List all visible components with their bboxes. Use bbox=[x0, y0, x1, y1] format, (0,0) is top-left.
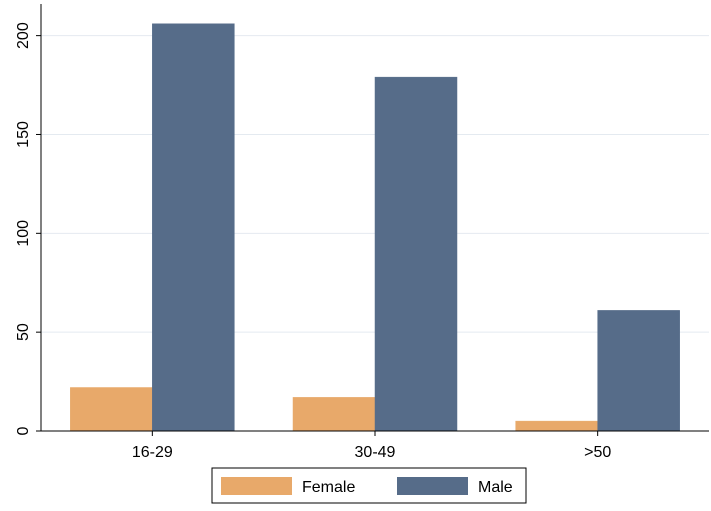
legend-swatch-male bbox=[397, 477, 468, 495]
bar-male-2 bbox=[597, 310, 680, 432]
y-tick-label-100: 100 bbox=[15, 220, 32, 247]
legend-label-female: Female bbox=[302, 479, 355, 496]
bar-male-1 bbox=[374, 76, 458, 432]
x-tick-label-0: 16-29 bbox=[132, 444, 173, 461]
x-tick-label-1: 30-49 bbox=[355, 444, 396, 461]
legend-swatch-female bbox=[221, 477, 292, 495]
y-tick-label-200: 200 bbox=[15, 22, 32, 49]
x-tick-label-2: >50 bbox=[584, 444, 611, 461]
bar-female-0 bbox=[70, 387, 153, 432]
y-tick-label-150: 150 bbox=[15, 121, 32, 148]
y-tick-label-0: 0 bbox=[15, 426, 32, 435]
legend-label-male: Male bbox=[478, 479, 513, 496]
y-tick-label-50: 50 bbox=[15, 323, 32, 341]
bar-male-0 bbox=[152, 23, 235, 432]
bar-female-2 bbox=[515, 420, 598, 432]
bar-female-1 bbox=[292, 397, 376, 432]
